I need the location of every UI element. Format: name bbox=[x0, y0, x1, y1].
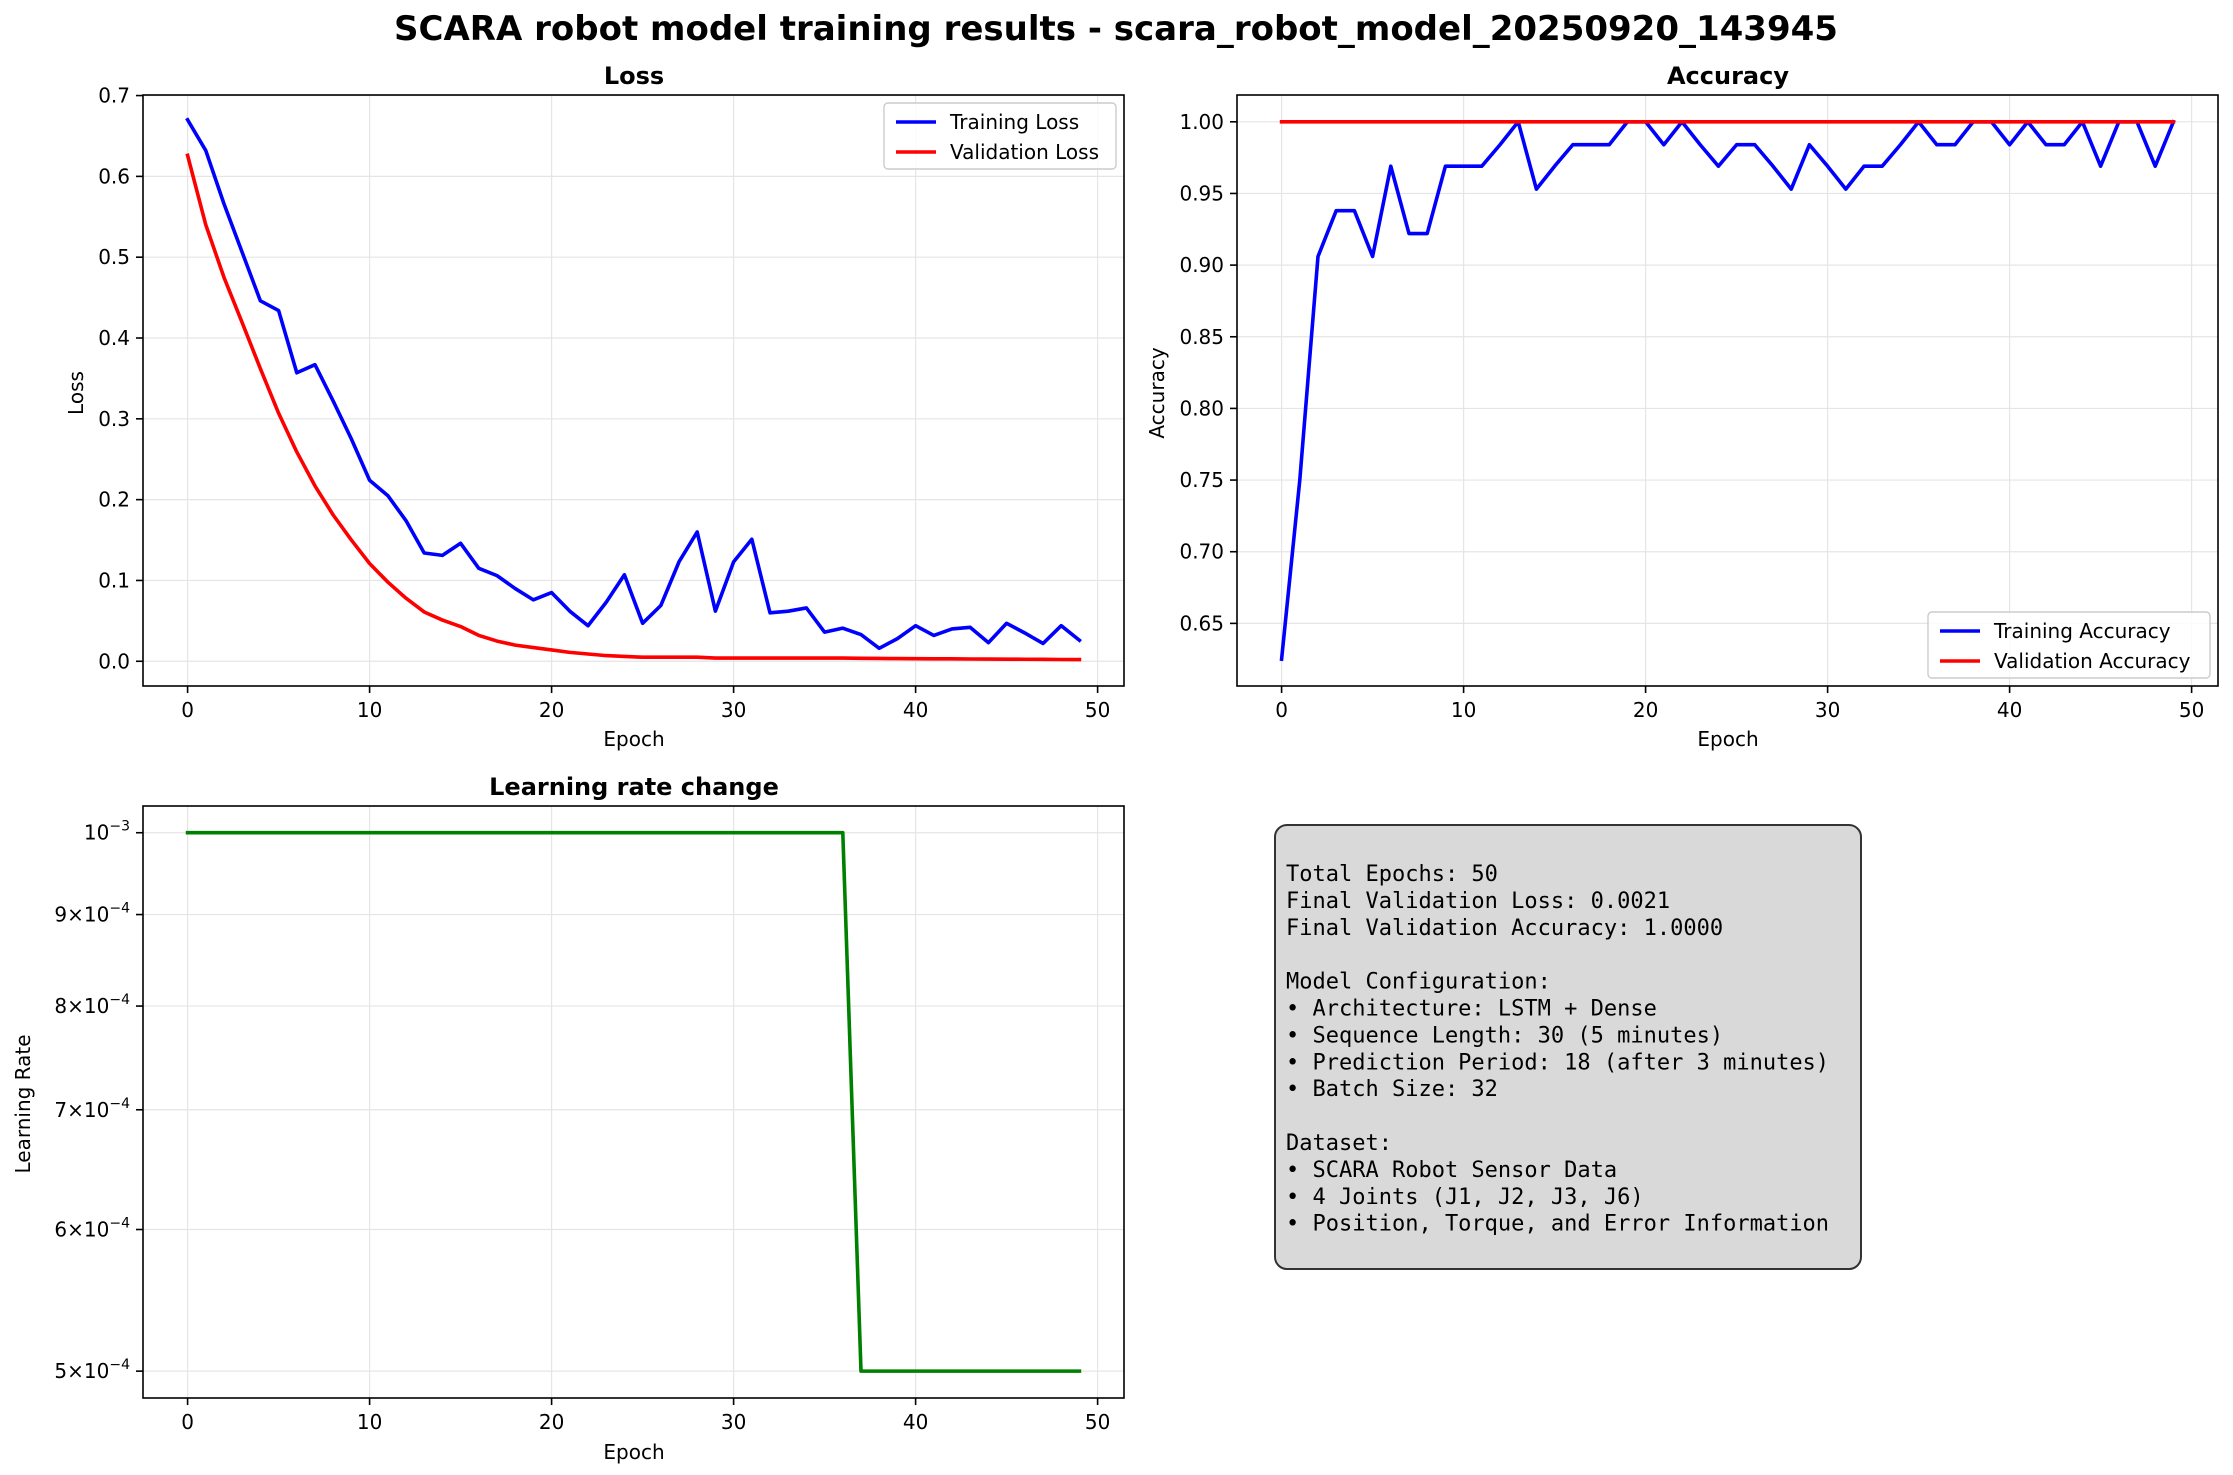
accuracy-legend-label: Validation Accuracy bbox=[1994, 649, 2191, 673]
accuracy-legend-label: Training Accuracy bbox=[1993, 619, 2171, 643]
loss-legend: Training Loss Validation Loss bbox=[883, 102, 1117, 170]
learning-rate-series-line-learning-rate bbox=[185, 830, 1082, 1373]
learning-rate-y-tick-label: 8×10−4 bbox=[54, 992, 130, 1018]
loss-x-axis-label: Epoch bbox=[603, 727, 664, 751]
learning-rate-y-axis-label: Learning Rate bbox=[11, 1034, 35, 1173]
learning-rate-y-tick-mantissa: 10 bbox=[84, 821, 109, 845]
loss-chart: Loss Epoch Loss 0 10 20 30 40 50 0.0 0.1 0.2 0.3 0… bbox=[64, 62, 1125, 751]
accuracy-series-line-training-accuracy bbox=[1279, 119, 2176, 662]
learning-rate-x-tick-label: 10 bbox=[357, 1410, 382, 1434]
accuracy-x-tick-label: 20 bbox=[1633, 698, 1658, 722]
summary-line: Total Epochs: 50 bbox=[1286, 862, 1498, 887]
accuracy-x-tick-label: 0 bbox=[1275, 698, 1288, 722]
summary-line: Model Configuration: bbox=[1286, 970, 1551, 995]
summary-line: • 4 Joints (J1, J2, J3, J6) bbox=[1286, 1185, 1644, 1210]
loss-chart-title: Loss bbox=[604, 62, 664, 90]
loss-plot-frame bbox=[142, 94, 1125, 687]
learning-rate-y-tick-exponent: −4 bbox=[109, 992, 130, 1008]
summary-line: • SCARA Robot Sensor Data bbox=[1286, 1158, 1617, 1183]
summary-line: • Batch Size: 32 bbox=[1286, 1077, 1498, 1102]
loss-y-tick-label: 0.5 bbox=[98, 245, 130, 269]
loss-x-tick-label: 0 bbox=[181, 698, 194, 722]
learning-rate-y-tick-exponent: −3 bbox=[109, 819, 130, 835]
learning-rate-y-tick-exponent: −4 bbox=[109, 901, 130, 917]
learning-rate-y-tick-exponent: −4 bbox=[109, 1357, 130, 1373]
loss-x-tick-label: 20 bbox=[539, 698, 564, 722]
learning-rate-y-tick-label: 6×10−4 bbox=[54, 1216, 130, 1242]
accuracy-chart: Accuracy Epoch Accuracy 0 10 20 30 40 50 0.65 0… bbox=[1145, 62, 2219, 751]
learning-rate-x-tick-label: 30 bbox=[721, 1410, 746, 1434]
loss-y-tick-label: 0.1 bbox=[98, 568, 130, 592]
accuracy-legend: Training Accuracy Validation Accuracy bbox=[1927, 611, 2211, 679]
summary-line: Final Validation Loss: 0.0021 bbox=[1286, 889, 1670, 914]
accuracy-y-tick-label: 0.75 bbox=[1179, 468, 1224, 492]
accuracy-x-tick-label: 50 bbox=[2179, 698, 2204, 722]
accuracy-chart-title: Accuracy bbox=[1667, 62, 1789, 90]
loss-series-line-training-loss bbox=[185, 117, 1082, 651]
loss-y-tick-label: 0.6 bbox=[98, 164, 130, 188]
loss-y-axis-label: Loss bbox=[64, 371, 88, 415]
figure-suptitle: SCARA robot model training results - sca… bbox=[394, 9, 1838, 49]
loss-y-tick-label: 0.0 bbox=[98, 649, 130, 673]
accuracy-y-tick-label: 0.90 bbox=[1179, 253, 1224, 277]
summary-line: • Position, Torque, and Error Informatio… bbox=[1286, 1212, 1829, 1237]
summary-line: • Prediction Period: 18 (after 3 minutes… bbox=[1286, 1050, 1829, 1075]
learning-rate-x-tick-label: 40 bbox=[903, 1410, 928, 1434]
loss-y-tick-label: 0.7 bbox=[98, 84, 130, 108]
learning-rate-y-tick-mantissa: 5×10 bbox=[54, 1359, 109, 1383]
summary-box-background bbox=[1274, 824, 1862, 1270]
learning-rate-y-tick-mantissa: 6×10 bbox=[54, 1218, 109, 1242]
loss-legend-label: Training Loss bbox=[949, 110, 1079, 134]
loss-x-tick-label: 50 bbox=[1085, 698, 1110, 722]
accuracy-y-axis-label: Accuracy bbox=[1145, 347, 1169, 438]
accuracy-legend-frame bbox=[1927, 611, 2211, 679]
accuracy-y-tick-label: 0.80 bbox=[1179, 396, 1224, 420]
loss-legend-frame bbox=[883, 102, 1117, 170]
loss-y-tick-label: 0.3 bbox=[98, 407, 130, 431]
accuracy-y-tick-label: 0.85 bbox=[1179, 325, 1224, 349]
summary-line: Final Validation Accuracy: 1.0000 bbox=[1286, 916, 1723, 941]
learning-rate-y-tick-label: 5×10−4 bbox=[54, 1357, 130, 1383]
learning-rate-plot-frame bbox=[142, 805, 1125, 1399]
loss-series-line-validation-loss bbox=[185, 153, 1082, 662]
accuracy-x-tick-label: 10 bbox=[1451, 698, 1476, 722]
accuracy-y-tick-label: 1.00 bbox=[1179, 110, 1224, 134]
loss-legend-label: Validation Loss bbox=[950, 140, 1099, 164]
accuracy-x-tick-label: 40 bbox=[1997, 698, 2022, 722]
accuracy-x-axis-label: Epoch bbox=[1697, 727, 1758, 751]
accuracy-plot-frame bbox=[1236, 94, 2219, 687]
learning-rate-y-tick-mantissa: 7×10 bbox=[54, 1098, 109, 1122]
learning-rate-y-tick-mantissa: 9×10 bbox=[54, 903, 109, 927]
learning-rate-x-tick-label: 50 bbox=[1085, 1410, 1110, 1434]
accuracy-y-tick-label: 0.95 bbox=[1179, 181, 1224, 205]
accuracy-x-tick-label: 30 bbox=[1815, 698, 1840, 722]
learning-rate-x-tick-label: 20 bbox=[539, 1410, 564, 1434]
summary-line: • Architecture: LSTM + Dense bbox=[1286, 997, 1657, 1022]
learning-rate-y-tick-exponent: −4 bbox=[109, 1216, 130, 1232]
learning-rate-y-tick-label: 10−3 bbox=[84, 819, 130, 845]
loss-y-tick-label: 0.4 bbox=[98, 326, 130, 350]
learning-rate-y-tick-mantissa: 8×10 bbox=[54, 994, 109, 1018]
loss-x-tick-label: 30 bbox=[721, 698, 746, 722]
learning-rate-y-tick-label: 7×10−4 bbox=[54, 1096, 130, 1122]
loss-x-tick-label: 40 bbox=[903, 698, 928, 722]
accuracy-y-tick-label: 0.65 bbox=[1179, 611, 1224, 635]
learning-rate-y-tick-exponent: −4 bbox=[109, 1096, 130, 1112]
accuracy-y-tick-label: 0.70 bbox=[1179, 540, 1224, 564]
loss-y-tick-label: 0.2 bbox=[98, 488, 130, 512]
learning-rate-x-axis-label: Epoch bbox=[603, 1440, 664, 1464]
loss-x-tick-label: 10 bbox=[357, 698, 382, 722]
summary-line: • Sequence Length: 30 (5 minutes) bbox=[1286, 1023, 1723, 1048]
learning-rate-y-tick-label: 9×10−4 bbox=[54, 901, 130, 927]
learning-rate-chart-title: Learning rate change bbox=[489, 773, 779, 801]
summary-line: Dataset: bbox=[1286, 1131, 1392, 1156]
learning-rate-chart: Learning rate change Epoch Learning Rate… bbox=[11, 773, 1125, 1464]
learning-rate-x-tick-label: 0 bbox=[181, 1410, 194, 1434]
